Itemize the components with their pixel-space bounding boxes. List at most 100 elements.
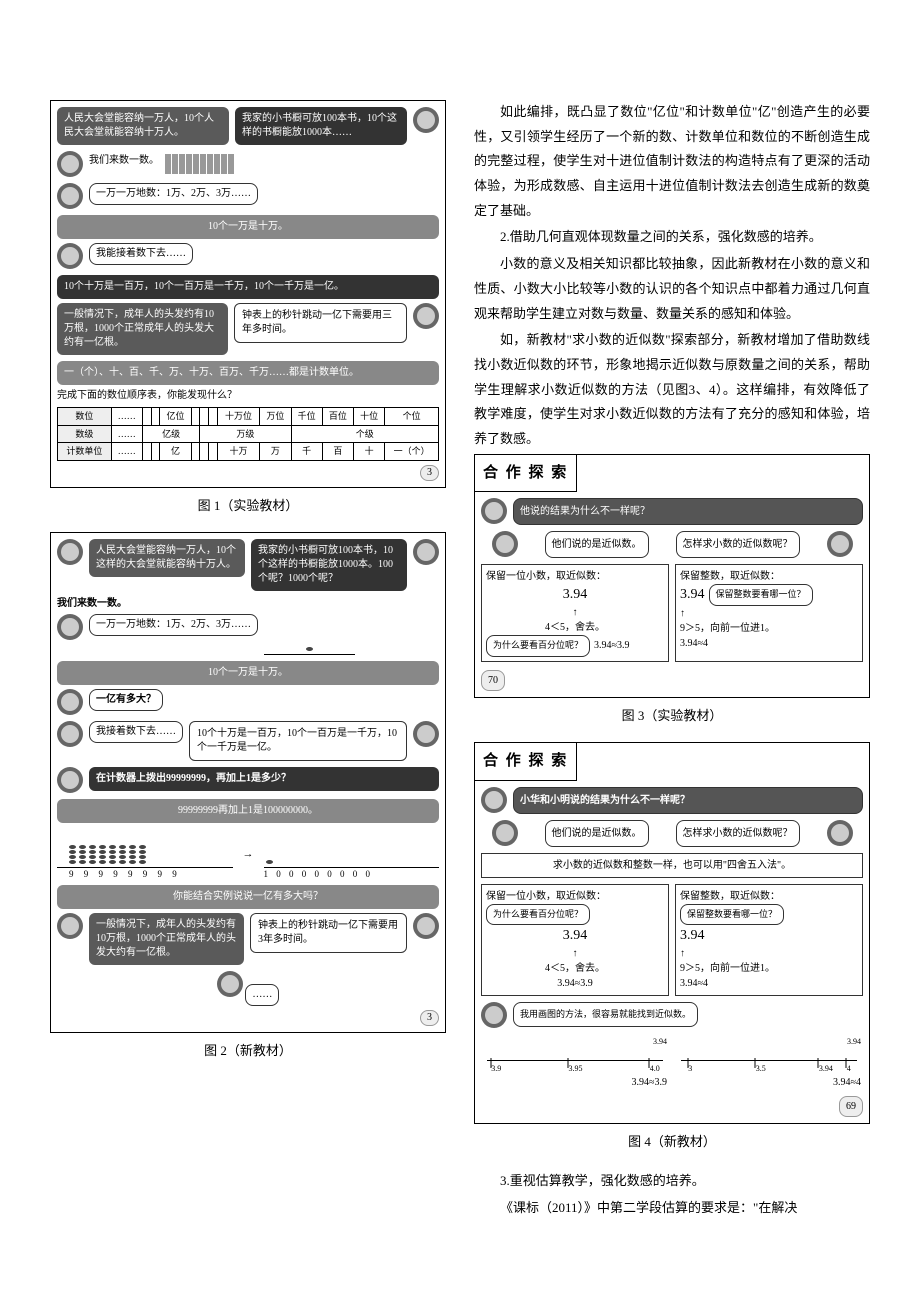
fig1-speech1: 一万一万地数：1万、2万、3万…… [89,183,258,205]
page-number-badge: 3 [420,1010,439,1026]
paragraph: 《课标（2011）》中第二学段估算的要求是："在解决 [474,1196,870,1221]
avatar-icon [492,820,518,846]
fig1-bubble-d: 钟表上的秒针跳动一亿下需要用三年多时间。 [234,303,407,343]
fig2-bubble-e: 钟表上的秒针跳动一亿下需要用3年多时间。 [250,913,407,953]
panel-result: 3.94≈4 [680,976,858,991]
tbl-rowhead: 数位 [58,408,112,426]
avatar-icon [217,971,243,997]
figure-3-caption: 图 3（实验教材） [474,704,870,729]
tbl-rowhead: 数级 [58,425,112,443]
figure-1-box: 人民大会堂能容纳一万人，10个人民大会堂就能容纳十万人。 我家的小书橱可放100… [50,100,446,488]
fig1-bar3: 一（个）、十、百、千、万、十万、百万、千万……都是计数单位。 [57,361,439,385]
avatar-icon [827,531,853,557]
fig2-bubble-a: 人民大会堂能容纳一万人，10个这样的大会堂就能容纳十万人。 [89,539,245,577]
left-column: 人民大会堂能容纳一万人，10个人民大会堂就能容纳十万人。 我家的小书橱可放100… [50,100,446,1222]
fig3-left-panel: 保留一位小数，取近似数： 3.94 ↑ 4＜5，舍去。 为什么要看百分位呢？ 3… [481,564,669,662]
avatar-icon [481,498,507,524]
page: 人民大会堂能容纳一万人，10个人民大会堂就能容纳十万人。 我家的小书橱可放100… [0,0,920,1262]
figure-1-caption: 图 1（实验教材） [50,494,446,519]
fig1-bar2: 10个十万是一百万，10个一百万是一千万，10个一千万是一亿。 [57,275,439,299]
fig1-speech2: 我能接着数下去…… [89,243,193,265]
fig1-bubble-a: 人民大会堂能容纳一万人，10个人民大会堂就能容纳十万人。 [57,107,229,145]
avatar-icon [57,767,83,793]
fig2-speech3: 在计数器上拨出99999999，再加上1是多少？ [89,767,439,791]
fig2-speech1: 一万一万地数：1万、2万、3万…… [89,614,258,636]
fig1-q: 完成下面的数位顺序表，你能发现什么？ [57,389,439,403]
avatar-icon [413,539,439,565]
panel-question: 保留整数要看哪一位？ [680,904,784,926]
fig3-q: 他说的结果为什么不一样呢？ [513,498,863,525]
panel-note: 9＞5，向前一位进1。 [680,961,858,976]
fig4-left-panel: 保留一位小数，取近似数： 为什么要看百分位呢？ 3.94 ↑ 4＜5，舍去。 3… [481,884,669,997]
fig2-bar2: 99999999再加上1是100000000。 [57,799,439,823]
panel-note: 9＞5，向前一位进1。 [680,621,858,636]
avatar-icon [413,303,439,329]
figure-4-caption: 图 4（新教材） [474,1130,870,1155]
fig1-line1: 我们来数一数。 [89,154,159,168]
fig4-s1: 他们说的是近似数。 [545,820,649,847]
avatar-icon [57,689,83,715]
panel-question: 为什么要看百分位呢？ [486,904,590,926]
abacus-icon [264,614,355,655]
fig1-bubble-c: 一般情况下，成年人的头发约有10万根，1000个正常成年人的头发大约有一亿根。 [57,303,228,355]
fig2-speech2b: 我接着数下去…… [89,721,183,743]
fig2-bubble-d: 一般情况下，成年人的头发约有10万根，1000个正常成年人的头发大约有一亿根。 [89,913,244,965]
numline-result: 3.94≈3.9 [483,1075,667,1090]
avatar-icon [57,721,83,747]
avatar-icon [413,721,439,747]
avatar-icon [413,107,439,133]
avatar-icon [57,539,83,565]
fig4-extra: 我用画图的方法，很容易就能找到近似数。 [513,1002,698,1027]
numline-result: 3.94≈4 [677,1075,861,1090]
right-column: 如此编排，既凸显了数位"亿位"和计数单位"亿"创造产生的必要性，又引领学生经历了… [474,100,870,1222]
fig2-q2: 你能结合实例说说一亿有多大吗？ [57,885,439,909]
avatar-icon [481,787,507,813]
paragraph: 如此编排，既凸显了数位"亿位"和计数单位"亿"创造产生的必要性，又引领学生经历了… [474,100,870,223]
avatar-icon [57,243,83,269]
avatar-icon [413,913,439,939]
panel-heading: 保留一位小数，取近似数： [486,569,664,584]
fig4-rule: 求小数的近似数和整数一样，也可以用"四舍五入法"。 [481,853,863,878]
section-heading-2: 2.借助几何直观体现数量之间的关系，强化数感的培养。 [474,225,870,250]
fig2-bubble-f: …… [245,984,279,1006]
fig3-s2: 怎样求小数的近似数呢？ [676,531,800,558]
fig1-bubble-b: 我家的小书橱可放100本书，10个这样的书橱能放1000本…… [235,107,407,145]
numberline-right: 3.94 3 3.5 3.94 4 3.94≈4 [675,1034,863,1092]
panel-heading: 保留整数，取近似数： [680,889,858,904]
figure-3-box: 合 作 探 索 他说的结果为什么不一样呢？ 他们说的是近似数。 怎样求小数的近似… [474,454,870,698]
fig2-speech2: 一亿有多大？ [89,689,163,711]
panel-result: 3.94≈3.9 [594,638,630,653]
avatar-icon [57,183,83,209]
avatar-icon [481,1002,507,1028]
fig4-q: 小华和小明说的结果为什么不一样呢？ [513,787,863,814]
fig3-right-panel: 保留整数，取近似数： 3.94 保留整数要看哪一位？ ↑ 9＞5，向前一位进1。… [675,564,863,662]
tally-bars-icon [165,154,234,174]
panel-note: 4＜5，舍去。 [486,961,664,976]
avatar-icon [57,913,83,939]
panel-value: 3.94 [680,925,858,946]
tbl-rowhead: 计数单位 [58,443,112,461]
numberline-left: 3.94 3.9 3.95 4.0 3.94≈3.9 [481,1034,669,1092]
fig2-line1: 我们来数一数。 [57,597,439,611]
paragraph: 小数的意义及相关知识都比较抽象，因此新教材在小数的意义和性质、小数大小比较等小数… [474,252,870,326]
fig2-bar1: 10个一万是十万。 [57,661,439,685]
abacus-left [57,827,233,868]
fig3-s1: 他们说的是近似数。 [545,531,649,558]
figure-2-caption: 图 2（新教材） [50,1039,446,1064]
avatar-icon [827,820,853,846]
panel-heading: 保留一位小数，取近似数： [486,889,664,904]
panel-result: 3.94≈3.9 [486,976,664,991]
fig2-bubble-b: 我家的小书橱可放100本书，10个这样的书橱能放1000本。100个呢？1000… [251,539,407,591]
fig1-bar1: 10个一万是十万。 [57,215,439,239]
panel-value: 3.94 [486,925,664,946]
panel-heading: 保留整数，取近似数： [680,569,858,584]
figure-2-box: 人民大会堂能容纳一万人，10个这样的大会堂就能容纳十万人。 我家的小书橱可放10… [50,532,446,1033]
place-value-table: 数位 …… 亿位 十万位 万位 千位 百位 十位 个位 数级 …… 亿级 万级 … [57,407,439,461]
page-number-badge: 70 [481,670,505,691]
panel-note: 4＜5，舍去。 [486,620,664,635]
avatar-icon [492,531,518,557]
page-number-badge: 69 [839,1096,863,1117]
panel-question: 保留整数要看哪一位？ [709,584,813,606]
panel-value: 3.94 [486,584,664,605]
panel-result: 3.94≈4 [680,636,858,651]
